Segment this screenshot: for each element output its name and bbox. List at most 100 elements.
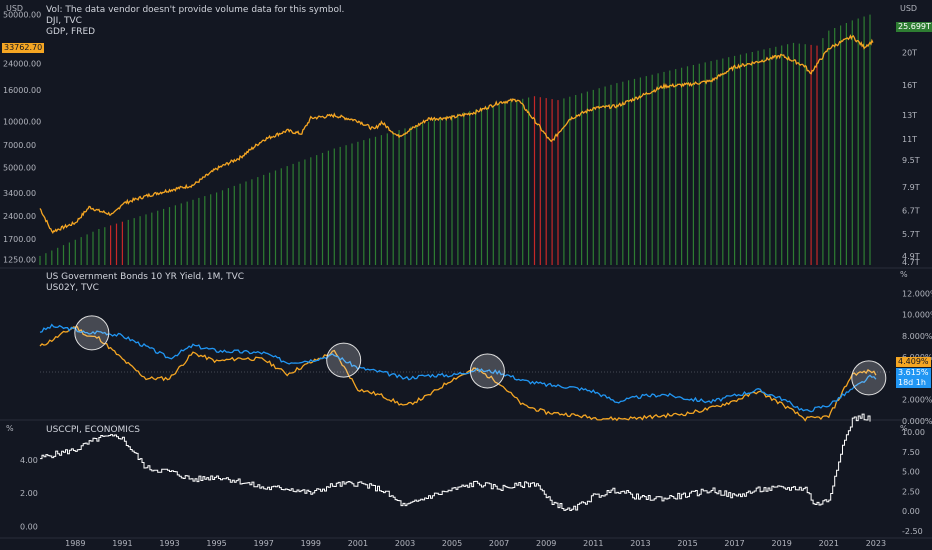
cpi-left-tick-label: 0.00 — [20, 523, 38, 532]
gdp-bar — [380, 135, 382, 265]
gdp-bar — [439, 118, 441, 265]
gdp-bar — [398, 130, 400, 265]
gdp-tick-label: 5.7T — [902, 230, 920, 239]
gdp-bar — [545, 98, 547, 265]
gdp-bar — [469, 110, 471, 266]
x-tick-label: 2015 — [677, 539, 697, 548]
gdp-bar — [74, 239, 76, 265]
gdp-bar — [274, 170, 277, 265]
gdp-bar — [233, 185, 235, 265]
us02y-line — [39, 325, 877, 422]
gdp-bar — [310, 157, 312, 265]
gdp-bar — [269, 172, 271, 265]
gdp-bar — [416, 125, 418, 265]
gdp-bar — [616, 83, 618, 265]
cpi-left-tick-label: 4.00 — [20, 456, 38, 465]
gdp-bar — [863, 16, 865, 265]
cpi-left-tick-label: 2.00 — [20, 489, 38, 498]
gdp-bar — [586, 91, 588, 265]
usccpi-line — [40, 413, 871, 511]
gdp-bar — [251, 179, 253, 265]
gdp-bar — [369, 138, 371, 265]
annotation-circle — [326, 342, 362, 378]
gdp-bar — [692, 65, 694, 265]
us10y-value-badge: 4.409% — [896, 357, 931, 367]
gdp-bar — [604, 86, 606, 265]
series-lines — [39, 34, 877, 511]
dji-tick-label: 50000.00 — [3, 11, 41, 20]
gdp-bar — [845, 23, 847, 265]
gdp-bar — [98, 229, 100, 265]
gdp-bar — [92, 231, 94, 265]
yield-tick-label: 0.000% — [902, 417, 932, 426]
gdp-bar — [151, 212, 153, 265]
gdp-bar — [639, 77, 641, 265]
x-tick-label: 2021 — [819, 539, 839, 548]
mid-right-unit: % — [900, 270, 908, 279]
gdp-bar — [710, 61, 712, 265]
x-tick-label: 1995 — [206, 539, 226, 548]
gdp-bar — [280, 168, 282, 265]
gdp-bar — [316, 155, 318, 265]
gdp-bar — [734, 55, 736, 266]
gdp-tick-label: 16T — [902, 81, 917, 90]
gdp-bar — [475, 109, 477, 265]
gdp-bar — [728, 57, 730, 266]
gdp-bar — [121, 221, 123, 265]
bottom-right-unit: % — [900, 424, 908, 433]
legend-volume-note: Vol: The data vendor doesn't provide vol… — [46, 5, 345, 15]
x-tick-label: 1989 — [65, 539, 85, 548]
gdp-bar — [263, 174, 265, 265]
x-tick-label: 2017 — [724, 539, 744, 548]
dji-tick-label: 3400.00 — [3, 189, 36, 198]
gdp-bar — [321, 152, 324, 265]
gdp-bar — [57, 247, 59, 265]
gdp-bar — [745, 53, 747, 265]
gdp-bar — [239, 183, 241, 265]
gdp-bar — [575, 95, 577, 265]
x-tick-label: 1997 — [254, 539, 274, 548]
gdp-tick-label: 7.9T — [902, 183, 920, 192]
gdp-bar — [610, 84, 612, 265]
dji-tick-label: 10000.00 — [3, 117, 41, 126]
dji-tick-label: 24000.00 — [3, 59, 41, 68]
gdp-bar — [157, 210, 159, 265]
x-tick-label: 1993 — [159, 539, 179, 548]
gdp-bar — [68, 242, 70, 265]
gdp-bar — [39, 255, 41, 265]
gdp-bar — [457, 113, 459, 265]
gdp-bar — [227, 188, 229, 265]
gdp-bar — [816, 45, 818, 265]
dji-tick-label: 1250.00 — [3, 256, 36, 265]
legend-us10y[interactable]: US Government Bonds 10 YR Yield, 1M, TVC — [46, 272, 245, 282]
gdp-tick-label: 9.5T — [902, 156, 920, 165]
gdp-bar — [622, 81, 624, 265]
gdp-bar — [581, 93, 583, 265]
gdp-bar — [663, 71, 665, 266]
gdp-bar — [363, 140, 365, 265]
gdp-bar — [869, 14, 871, 265]
legend-gdp[interactable]: GDP, FRED — [46, 27, 96, 37]
gdp-bar — [563, 98, 565, 266]
x-tick-label: 2013 — [630, 539, 650, 548]
gdp-bar — [698, 63, 700, 266]
gdp-bar — [704, 62, 706, 266]
gdp-bar — [522, 98, 524, 265]
gdp-bar — [480, 108, 483, 265]
dji-tick-label: 2400.00 — [3, 212, 36, 221]
legend-dji[interactable]: DJI, TVC — [46, 16, 82, 26]
x-tick-label: 2009 — [536, 539, 556, 548]
legend-us02y[interactable]: US02Y, TVC — [46, 283, 99, 293]
cpi-right-tick-label: 10.00 — [902, 428, 925, 437]
us02y-badge-countdown: 18d 1h — [898, 378, 926, 387]
gdp-bar — [486, 106, 488, 266]
gdp-tick-label: 6.7T — [902, 207, 920, 216]
top-left-unit: USD — [6, 4, 24, 13]
cpi-right-tick-label: -2.50 — [902, 527, 923, 536]
gdp-bar — [145, 214, 147, 265]
gdp-bar — [427, 121, 430, 265]
gdp-bar — [339, 146, 341, 265]
gdp-bar — [557, 100, 559, 265]
gdp-bar — [781, 45, 783, 265]
legend-usccpi[interactable]: USCCPI, ECONOMICS — [46, 425, 140, 435]
